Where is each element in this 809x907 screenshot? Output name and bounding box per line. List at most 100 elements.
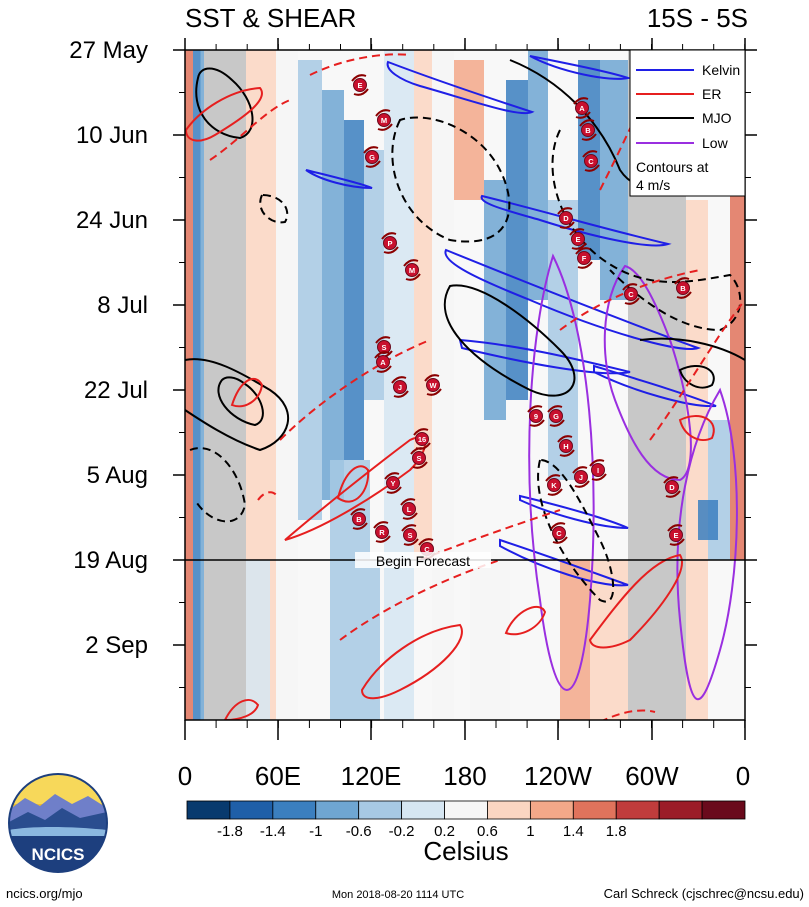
colorbar-tick-label: -1.8 [217,823,243,840]
storm-marker: J [572,466,590,488]
heatmap-cell [298,60,322,520]
heatmap-cell [344,120,364,460]
x-tick-label: 60E [255,761,301,791]
storm-label: C [588,157,594,166]
storm-marker: A [374,351,392,373]
axis-ticks [173,38,757,740]
x-tick-label: 60W [625,761,679,791]
mjo-contour [195,67,254,140]
kelvin-contour [499,538,629,587]
storm-label: K [551,481,557,490]
y-tick-label: 24 Jun [76,207,148,234]
storm-label: J [579,473,583,482]
storm-marker: C [622,283,640,305]
y-tick-label: 2 Sep [85,632,148,659]
storm-marker: Y [384,472,402,494]
heatmap-cell [590,560,628,720]
heatmap-cell [276,50,298,720]
storm-label: H [563,442,568,451]
heatmap-cell [600,60,628,300]
er-contour [185,86,263,142]
kelvin-contour [529,55,632,80]
storm-label: E [673,531,678,540]
storm-label: D [669,483,675,492]
heatmap-cell [506,80,528,400]
storm-marker: C [550,522,568,544]
x-tick-label: 120E [341,761,402,791]
storm-marker: S [410,447,428,469]
x-tick-label: 0 [178,761,192,791]
chart-title-left: SST & SHEAR [185,3,356,33]
y-tick-label: 10 Jun [76,122,148,149]
storm-label: S [407,531,412,540]
mjo-contour [217,376,264,427]
y-tick-label: 27 May [69,37,148,64]
legend-note-line1: Contours at [636,159,708,175]
storm-marker: 16 [413,428,431,450]
storm-label: B [680,284,686,293]
heatmap-cell [470,560,510,720]
storm-marker: E [351,74,369,96]
storm-label: W [429,381,437,390]
storm-marker: M [403,259,421,281]
land-mask-africa [204,50,246,720]
kelvin-contour [480,194,672,247]
colorbar-tick-label: 0.6 [477,823,498,840]
storm-marker: 9 [527,405,545,427]
storm-label: E [357,81,362,90]
kelvin-contour [593,364,717,408]
mjo-contour [639,337,745,361]
colorbar-swatch [186,800,231,820]
storm-marker: K [545,474,563,496]
storm-label: I [597,466,599,475]
x-axis-labels: 0 60E 120E 180 120W 60W 0 [178,761,750,791]
mjo-negative-contour [537,458,615,603]
heatmap-cell [364,150,384,400]
colorbar-swatch [358,800,403,820]
storm-marker: A [573,97,591,119]
storm-label: A [380,358,386,367]
storm-label: J [398,383,402,392]
legend-label-low: Low [702,135,729,151]
storm-marker: M [375,109,393,131]
kelvin-contour [386,60,535,115]
forecast-label-bg [355,552,491,568]
kelvin-contour [458,338,631,375]
storm-label: C [556,529,562,538]
x-tick-label: 180 [443,761,486,791]
legend-label-er: ER [702,86,721,102]
er-contour [230,378,264,408]
legend-note-line2: 4 m/s [636,177,670,193]
storm-marker: D [663,476,681,498]
colorbar-swatch [572,800,617,820]
storm-label: B [356,515,362,524]
storm-marker: E [667,524,685,546]
storm-label: L [407,505,412,514]
storm-marker: H [557,435,575,457]
storm-marker: R [373,521,391,543]
kelvin-contour [519,494,629,529]
colorbar-swatch [701,800,746,820]
heatmap-cell [528,50,548,300]
storm-marker: B [674,277,692,299]
storm-marker: B [350,508,368,530]
heatmap-cell [686,200,708,720]
storm-marker: J [391,376,409,398]
logo-text: NCICS [32,845,85,864]
heatmap-cell [200,50,204,720]
colorbar-swatch [658,800,703,820]
storm-label: F [582,254,587,263]
storm-label: S [416,454,421,463]
y-tick-label: 22 Jul [84,377,148,404]
storm-label: G [369,153,375,162]
colorbar-swatch [272,800,317,820]
mjo-negative-contour [391,116,511,243]
heatmap-cell [322,90,344,500]
x-tick-label: 0 [736,761,750,791]
storm-label: P [387,239,392,248]
storm-marker: B [579,119,597,141]
storm-label: R [379,528,385,537]
er-negative-contour [209,99,291,161]
low-contour [676,387,738,701]
